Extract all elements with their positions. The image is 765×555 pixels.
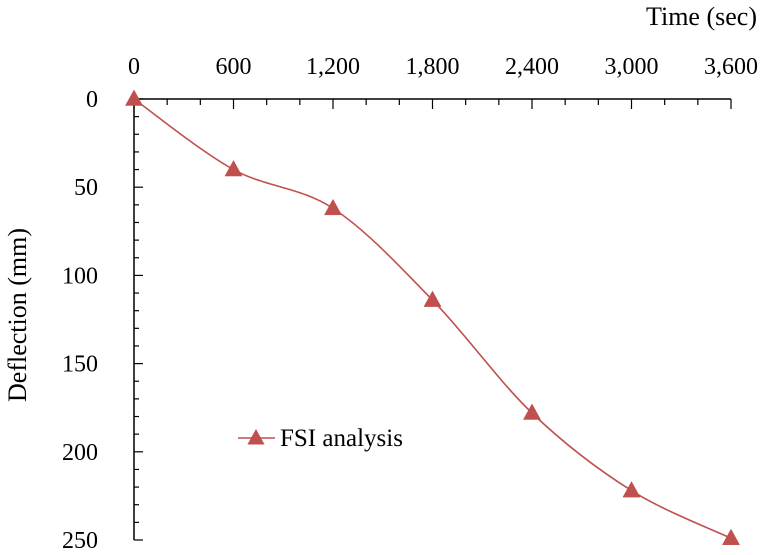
legend-marker: [247, 429, 265, 445]
y-tick-label: 100: [62, 263, 98, 289]
data-point-marker: [423, 290, 442, 307]
x-tick-label: 1,800: [406, 54, 460, 80]
x-tick-label: 600: [216, 54, 252, 80]
data-point-marker: [224, 160, 243, 177]
y-tick-label: 50: [74, 175, 98, 201]
y-ticks: 0 50 100 150 200 250: [62, 87, 143, 554]
data-point-marker: [324, 198, 342, 216]
x-tick-label: 2,400: [505, 54, 559, 80]
legend-label: FSI analysis: [280, 425, 403, 452]
y-tick-label: 150: [62, 352, 98, 378]
x-ticks: 0 600 1,200 1,800 2,400 3,000 3,600: [128, 54, 758, 109]
data-point-marker: [125, 89, 143, 106]
axes: 0 600 1,200 1,800 2,400 3,000 3,600 0 50 100 150 2…: [62, 54, 758, 554]
x-tick-label: 3,600: [704, 54, 758, 80]
series-layer: [125, 89, 740, 545]
y-tick-label: 0: [86, 87, 98, 113]
data-point-marker: [722, 528, 740, 545]
x-tick-label: 1,200: [306, 54, 360, 80]
y-axis-title: Deflection (mm): [3, 228, 32, 402]
x-tick-label: 3,000: [605, 54, 659, 80]
data-point-marker: [622, 481, 641, 498]
y-tick-label: 200: [62, 440, 98, 466]
y-tick-label: 250: [62, 528, 98, 554]
series-line: [133, 98, 732, 539]
data-point-marker: [523, 403, 541, 420]
x-axis-title: Time (sec): [646, 2, 757, 31]
legend: FSI analysis: [238, 425, 403, 452]
x-tick-label: 0: [128, 54, 140, 80]
